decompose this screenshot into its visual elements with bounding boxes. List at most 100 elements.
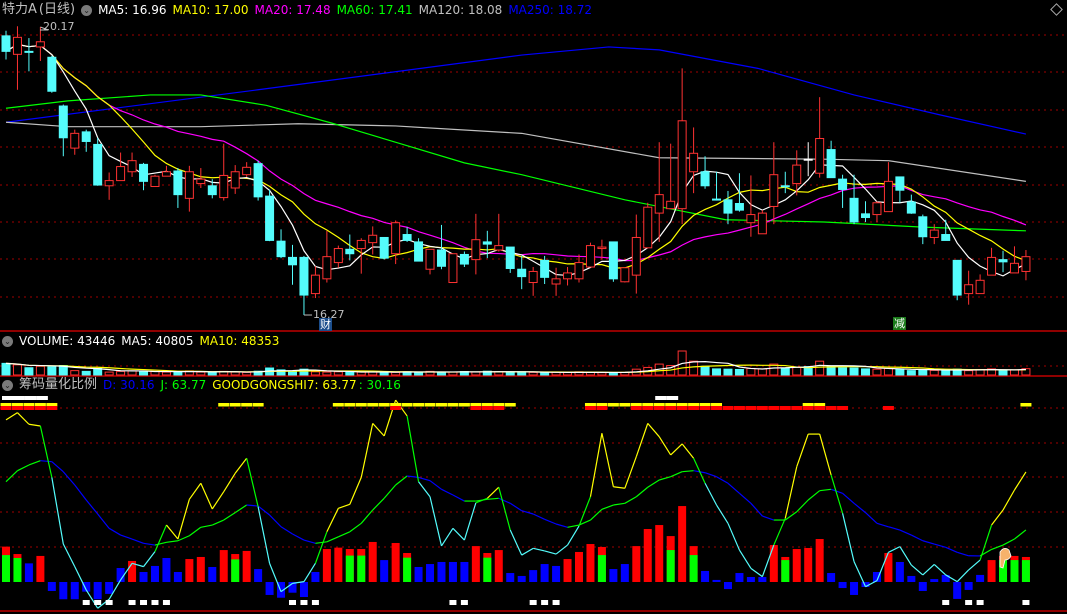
j-line-segment: [1013, 471, 1027, 491]
d-line-segment: [945, 546, 958, 553]
top-red-signal: [481, 406, 493, 410]
indicator-bar: [311, 571, 320, 582]
top-yellow-signal: [607, 403, 619, 407]
top-yellow-signal: [699, 403, 711, 407]
indicator-bar: [460, 561, 469, 582]
top-red-signal: [642, 406, 654, 410]
volume-bar: [540, 372, 550, 376]
volume-bar: [689, 360, 699, 376]
top-white-signal: [655, 396, 667, 400]
indicator-bar: [987, 560, 996, 582]
d-line-segment: [28, 460, 41, 466]
top-white-signal: [36, 396, 48, 400]
j-line-segment: [922, 563, 935, 576]
top-red-signal: [34, 406, 46, 410]
top-yellow-signal: [229, 403, 241, 407]
candle-up: [757, 212, 767, 235]
indicator-bar: [162, 558, 171, 582]
volume-collapse-chevron-icon[interactable]: ⌄: [2, 335, 13, 347]
indicator-goodgongshi: GOODGONGSHI7: 63.77: [212, 378, 357, 392]
d-line-segment: [509, 502, 523, 512]
candle-down: [826, 149, 836, 179]
volume-bar: [207, 371, 217, 376]
candle-up: [127, 160, 137, 173]
candle-up: [929, 229, 939, 238]
volume-bar: [712, 368, 722, 376]
top-red-signal: [470, 406, 482, 410]
indicator-bar-green: [597, 555, 606, 582]
indicator-bar: [678, 506, 687, 582]
d-line-segment: [338, 531, 351, 538]
top-yellow-signal: [676, 403, 688, 407]
top-yellow-signal: [642, 403, 654, 407]
volume-bar: [196, 371, 206, 376]
top-yellow-signal: [711, 403, 723, 407]
volume-bar: [116, 370, 126, 376]
white-signal: [289, 600, 296, 605]
d-line-segment: [842, 492, 855, 504]
d-line-segment: [659, 476, 671, 481]
indicator-collapse-chevron-icon[interactable]: ⌄: [2, 379, 13, 391]
d-line-segment: [177, 535, 190, 542]
white-signal: [94, 600, 102, 605]
d-line-segment: [682, 470, 694, 473]
d-line-segment: [349, 522, 362, 533]
candle-down: [81, 131, 91, 142]
candle-down: [952, 259, 962, 296]
candle-up: [494, 245, 504, 251]
collapse-chevron-icon[interactable]: ⌄: [81, 4, 93, 16]
top-yellow-signal: [0, 403, 12, 407]
top-yellow-signal: [390, 403, 402, 407]
top-yellow-signal: [11, 403, 23, 407]
j-line-segment: [269, 563, 282, 592]
d-line-segment: [853, 502, 866, 514]
finance-marker[interactable]: 财: [319, 318, 332, 331]
j-line-segment: [326, 508, 339, 533]
candle-down: [207, 185, 217, 196]
volume-bar: [276, 369, 286, 376]
top-red-signal: [688, 406, 700, 410]
top-red-signal: [802, 406, 814, 410]
candle-up: [391, 222, 401, 255]
d-line-segment: [200, 524, 213, 528]
indicator-bar: [24, 563, 33, 582]
j-line-segment: [933, 563, 947, 576]
candle-up: [654, 194, 664, 214]
d-line-segment: [532, 513, 545, 520]
candle-down: [861, 213, 870, 219]
ma5-label: MA5: 16.96: [98, 3, 167, 17]
d-line-segment: [670, 471, 683, 478]
d-line-segment: [292, 533, 305, 541]
volume-bar: [139, 371, 149, 376]
d-line-segment: [578, 519, 591, 526]
candle-down: [906, 201, 916, 214]
j-line-segment: [899, 546, 912, 566]
reduce-holding-marker[interactable]: 减: [893, 317, 906, 330]
indicator-bar: [448, 561, 457, 582]
top-yellow-signal: [344, 403, 356, 407]
indicator-bar: [907, 575, 916, 582]
d-line-segment: [429, 480, 442, 490]
volume-bar: [815, 360, 825, 376]
j-line-segment: [338, 503, 350, 509]
d-line-segment: [830, 488, 843, 494]
candle-up: [883, 180, 893, 213]
d-line-segment: [727, 482, 740, 494]
volume-bar: [104, 371, 114, 376]
volume-bar: [964, 370, 974, 376]
volume-value: VOLUME: 43446: [19, 334, 116, 348]
indicator-bar: [609, 569, 618, 582]
volume-bar: [391, 371, 401, 376]
d-line-segment: [899, 529, 912, 536]
top-red-signal: [676, 406, 688, 410]
d-line-segment: [750, 502, 763, 517]
d-line-segment: [85, 499, 99, 515]
d-line-segment: [888, 526, 901, 531]
volume-bar: [838, 367, 848, 376]
d-line-segment: [383, 484, 397, 499]
top-yellow-signal: [653, 403, 665, 407]
white-signal: [529, 600, 537, 605]
j-line-segment: [544, 550, 557, 555]
j-line-segment: [177, 499, 190, 540]
